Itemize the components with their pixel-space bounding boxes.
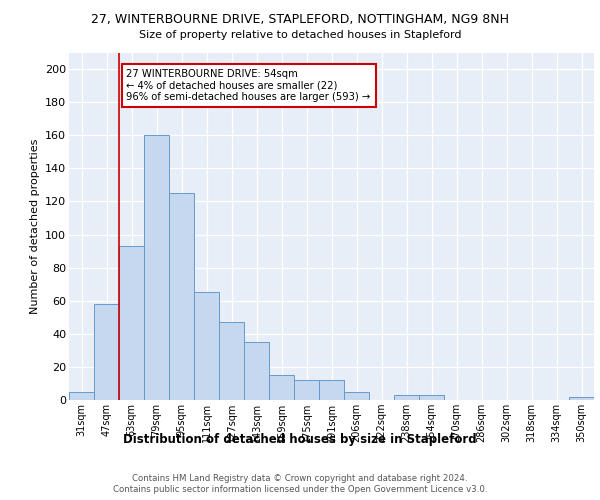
- Bar: [119, 246, 144, 400]
- Bar: [319, 380, 344, 400]
- Bar: [144, 135, 169, 400]
- Bar: [219, 322, 244, 400]
- Text: 27 WINTERBOURNE DRIVE: 54sqm
← 4% of detached houses are smaller (22)
96% of sem: 27 WINTERBOURNE DRIVE: 54sqm ← 4% of det…: [127, 69, 371, 102]
- Bar: [69, 392, 94, 400]
- Text: Distribution of detached houses by size in Stapleford: Distribution of detached houses by size …: [123, 432, 477, 446]
- Bar: [419, 395, 444, 400]
- Bar: [194, 292, 219, 400]
- Bar: [569, 396, 594, 400]
- Text: Contains HM Land Registry data © Crown copyright and database right 2024.: Contains HM Land Registry data © Crown c…: [132, 474, 468, 483]
- Bar: [294, 380, 319, 400]
- Y-axis label: Number of detached properties: Number of detached properties: [29, 138, 40, 314]
- Bar: [344, 392, 369, 400]
- Bar: [269, 375, 294, 400]
- Bar: [244, 342, 269, 400]
- Text: Size of property relative to detached houses in Stapleford: Size of property relative to detached ho…: [139, 30, 461, 40]
- Text: Contains public sector information licensed under the Open Government Licence v3: Contains public sector information licen…: [113, 485, 487, 494]
- Bar: [94, 304, 119, 400]
- Bar: [169, 193, 194, 400]
- Bar: [394, 395, 419, 400]
- Text: 27, WINTERBOURNE DRIVE, STAPLEFORD, NOTTINGHAM, NG9 8NH: 27, WINTERBOURNE DRIVE, STAPLEFORD, NOTT…: [91, 12, 509, 26]
